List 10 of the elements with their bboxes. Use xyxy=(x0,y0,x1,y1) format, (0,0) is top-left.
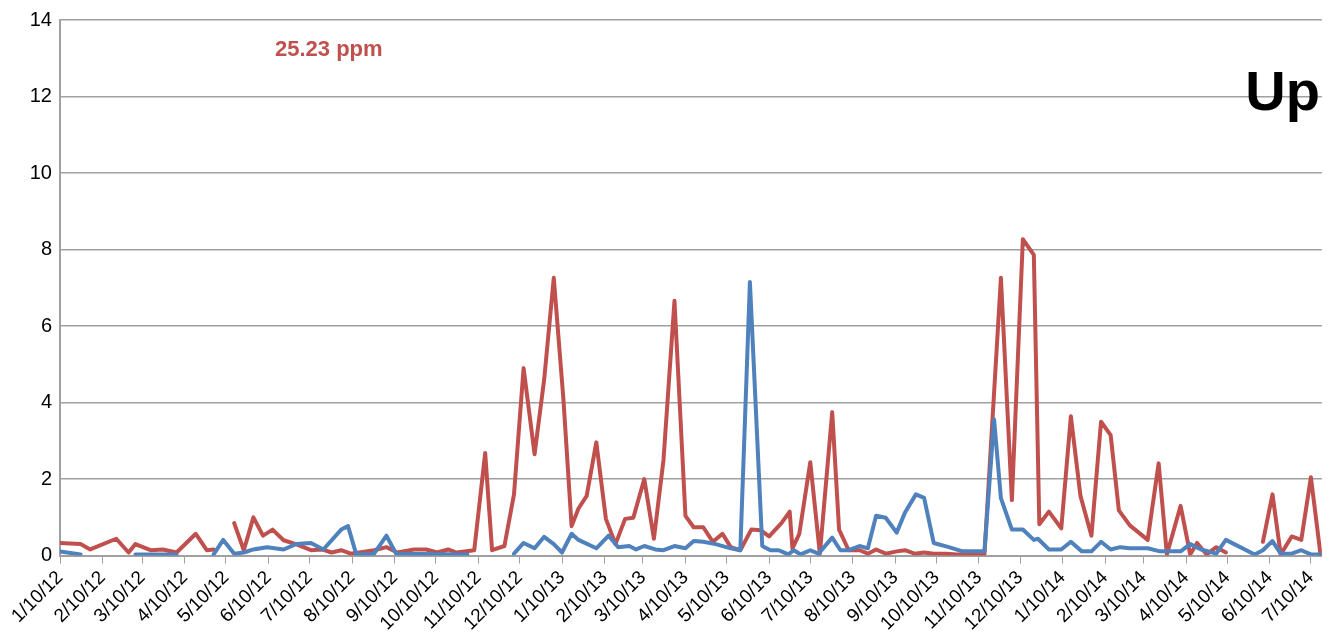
y-tick-label: 10 xyxy=(29,160,52,183)
y-tick-label: 12 xyxy=(29,84,52,107)
y-tick-label: 2 xyxy=(40,466,52,489)
y-tick-label: 0 xyxy=(40,543,52,566)
y-tick-label: 8 xyxy=(40,237,52,260)
y-tick-label: 4 xyxy=(40,390,52,413)
y-tick-label: 6 xyxy=(40,313,52,336)
annotation: Up xyxy=(1245,59,1320,122)
y-tick-label: 14 xyxy=(29,7,52,30)
annotation: 25.23 ppm xyxy=(275,36,383,61)
